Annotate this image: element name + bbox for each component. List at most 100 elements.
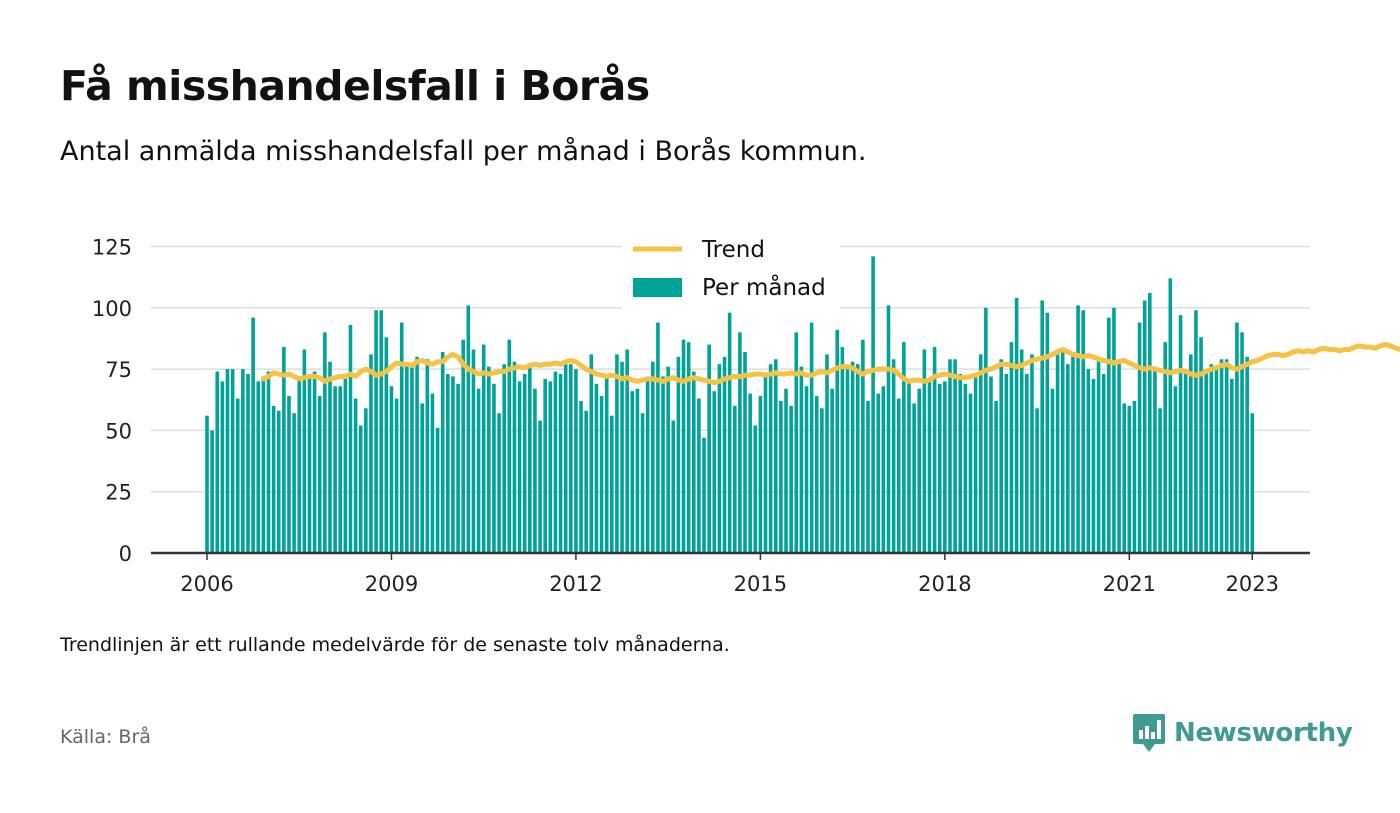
bar bbox=[328, 361, 332, 553]
bar bbox=[1050, 388, 1055, 553]
bar bbox=[722, 356, 727, 553]
bar bbox=[517, 381, 522, 553]
bar bbox=[563, 364, 568, 553]
bar bbox=[635, 388, 640, 553]
bars-per-month bbox=[205, 256, 1255, 553]
bar bbox=[1153, 369, 1157, 553]
bar bbox=[338, 386, 343, 553]
bar bbox=[317, 396, 322, 553]
chart-title: Få misshandelsfall i Borås bbox=[60, 62, 650, 110]
bar bbox=[753, 425, 758, 553]
bar bbox=[584, 410, 588, 553]
bar bbox=[282, 347, 286, 553]
bar bbox=[292, 413, 296, 553]
bar bbox=[251, 317, 255, 553]
bar bbox=[225, 369, 230, 553]
bar bbox=[589, 354, 594, 553]
bar bbox=[522, 374, 527, 553]
bar bbox=[958, 374, 963, 553]
y-tick-label: 100 bbox=[92, 297, 132, 321]
bar bbox=[512, 361, 517, 553]
bar bbox=[943, 381, 947, 553]
bar bbox=[625, 349, 629, 553]
legend: Trend Per månad bbox=[622, 234, 840, 310]
bar bbox=[220, 381, 225, 553]
bar bbox=[287, 396, 291, 553]
bar bbox=[379, 310, 384, 553]
bar bbox=[215, 371, 220, 553]
y-tick-label: 0 bbox=[119, 542, 132, 566]
bar bbox=[850, 361, 855, 553]
bar bbox=[435, 427, 440, 553]
bar bbox=[256, 381, 261, 553]
bar bbox=[666, 366, 670, 553]
bar bbox=[866, 400, 870, 553]
bar bbox=[1066, 364, 1070, 553]
bar bbox=[691, 371, 696, 553]
bar bbox=[461, 339, 465, 553]
brand-logo[interactable]: Newsworthy bbox=[1132, 711, 1353, 755]
bar bbox=[937, 383, 942, 553]
bar bbox=[410, 366, 414, 553]
bar bbox=[912, 403, 916, 553]
bar bbox=[656, 322, 660, 553]
bar bbox=[676, 356, 681, 553]
bar bbox=[1060, 351, 1065, 553]
bar bbox=[302, 349, 307, 553]
bar bbox=[353, 398, 358, 553]
bar bbox=[1076, 305, 1080, 553]
bar bbox=[814, 396, 819, 553]
bar bbox=[507, 339, 512, 553]
bar bbox=[861, 339, 865, 553]
bar bbox=[1040, 300, 1045, 553]
bar bbox=[487, 366, 491, 553]
bar bbox=[650, 361, 655, 553]
bar bbox=[717, 364, 722, 553]
bar bbox=[271, 405, 276, 553]
bar bbox=[1025, 374, 1029, 553]
bar bbox=[558, 374, 563, 553]
bar bbox=[1107, 317, 1111, 553]
bar bbox=[681, 339, 686, 553]
bar bbox=[1183, 374, 1188, 553]
bar bbox=[312, 371, 317, 553]
brand-name: Newsworthy bbox=[1174, 718, 1353, 748]
bar bbox=[984, 307, 988, 553]
x-tick-label: 2006 bbox=[180, 572, 233, 596]
bar bbox=[1045, 312, 1050, 553]
bar bbox=[471, 349, 476, 553]
bar bbox=[1137, 322, 1142, 553]
legend-trend-label: Trend bbox=[701, 237, 765, 263]
bar bbox=[528, 364, 532, 553]
bar bbox=[548, 381, 553, 553]
bar bbox=[1030, 354, 1034, 553]
bar bbox=[1194, 310, 1198, 553]
bar bbox=[891, 359, 896, 553]
bar bbox=[1189, 354, 1193, 553]
bar bbox=[358, 425, 363, 553]
bar bbox=[266, 371, 271, 553]
bar bbox=[1168, 278, 1173, 553]
bar bbox=[1235, 322, 1239, 553]
bar bbox=[630, 391, 635, 553]
bar bbox=[1019, 349, 1024, 553]
bar bbox=[405, 364, 409, 553]
bar bbox=[917, 388, 922, 553]
bar bbox=[481, 344, 486, 553]
bar bbox=[743, 351, 747, 553]
bar bbox=[399, 322, 404, 553]
bar bbox=[768, 364, 773, 553]
bar bbox=[1209, 364, 1214, 553]
bar bbox=[758, 396, 763, 553]
bar bbox=[1250, 413, 1255, 553]
bar bbox=[999, 359, 1004, 553]
bar bbox=[553, 371, 558, 553]
bar bbox=[364, 408, 368, 553]
bar bbox=[1148, 293, 1152, 553]
bar bbox=[1204, 369, 1208, 553]
bar bbox=[789, 405, 793, 553]
bar bbox=[1035, 408, 1039, 553]
y-tick-label: 75 bbox=[105, 358, 132, 382]
bar bbox=[579, 400, 583, 553]
bar bbox=[902, 342, 906, 553]
